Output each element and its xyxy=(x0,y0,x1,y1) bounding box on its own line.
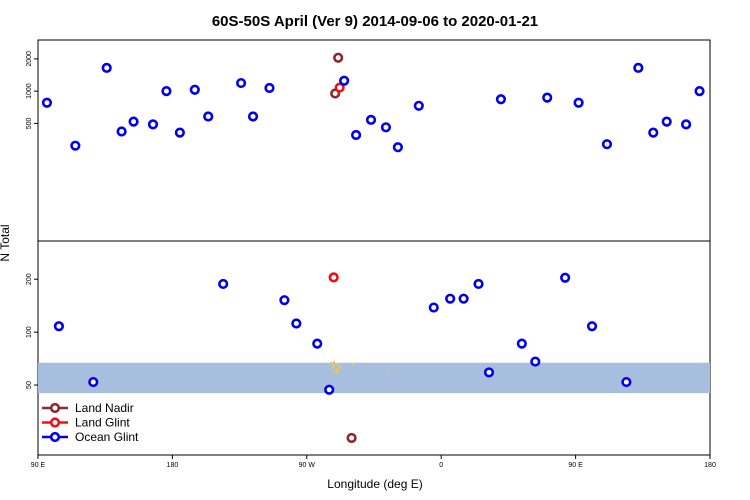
land-fleck xyxy=(333,361,335,363)
x-tick-label: 180 xyxy=(167,462,179,469)
bottom-panel xyxy=(37,240,711,456)
ocean-glint-point xyxy=(189,84,200,95)
y-tick-label: 500 xyxy=(26,117,33,129)
ocean-glint-point xyxy=(53,321,65,332)
legend-marker-land-nadir xyxy=(49,402,61,414)
x-tick-label: 180 xyxy=(704,462,716,469)
land-fleck xyxy=(332,366,334,368)
ocean-glint-point xyxy=(247,111,259,122)
chart-title: 60S-50S April (Ver 9) 2014-09-06 to 2020… xyxy=(212,13,538,30)
y-axis-label: N Total xyxy=(0,224,12,261)
land-nadir-point xyxy=(333,52,344,63)
ocean-glint-point xyxy=(365,114,377,125)
y-tick-label: 200 xyxy=(26,273,33,285)
ocean-glint-point xyxy=(279,295,290,306)
y-tick-label: 100 xyxy=(26,326,33,338)
x-tick-label: 90 E xyxy=(31,462,46,469)
ocean-glint-point xyxy=(694,86,705,97)
ocean-glint-point xyxy=(88,376,99,388)
y-tick-label: 2000 xyxy=(26,51,33,67)
data-points xyxy=(41,52,705,444)
land-fleck xyxy=(331,369,333,371)
ocean-glint-point xyxy=(473,278,484,290)
legend-label-ocean-glint: Ocean Glint xyxy=(75,430,139,444)
ocean-glint-point xyxy=(542,92,553,103)
land-fleck xyxy=(336,372,338,374)
ocean-glint-point xyxy=(483,367,495,378)
ocean-glint-point xyxy=(101,62,112,73)
ocean-glint-point xyxy=(174,127,185,138)
ocean-glint-point xyxy=(264,82,275,94)
land-fleck xyxy=(388,370,390,372)
ocean-glint-point xyxy=(495,94,507,105)
ocean-glint-point xyxy=(601,139,613,150)
x-tick-label: 0 xyxy=(439,462,443,469)
ocean-glint-point xyxy=(516,338,527,349)
y-tick-label: 1000 xyxy=(26,83,33,99)
ocean-glint-point xyxy=(339,75,350,86)
ocean-glint-point xyxy=(116,126,127,137)
legend-marker-land-glint xyxy=(49,417,61,428)
land-glint-point xyxy=(334,82,345,93)
bottom-panel-border xyxy=(37,240,711,456)
ocean-glint-point xyxy=(128,116,139,127)
land-fleck xyxy=(336,363,338,365)
land-glint-point xyxy=(328,272,339,283)
x-tick-label: 90 E xyxy=(568,462,583,469)
ocean-glint-point xyxy=(203,111,214,122)
land-fleck xyxy=(334,371,336,373)
ocean-glint-point xyxy=(445,293,456,304)
ocean-glint-point xyxy=(380,122,392,133)
ocean-glint-point xyxy=(41,97,53,108)
ocean-glint-point xyxy=(586,321,598,332)
land-fleck xyxy=(337,370,339,372)
ocean-glint-point xyxy=(621,376,632,388)
x-axis-label: Longitude (deg E) xyxy=(327,477,422,491)
ocean-glint-point xyxy=(661,116,672,127)
ocean-glint-point xyxy=(573,97,584,108)
land-fleck xyxy=(352,363,354,365)
ocean-glint-point xyxy=(648,127,659,138)
ocean-glint-point xyxy=(458,293,469,304)
legend-label-land-nadir: Land Nadir xyxy=(75,401,134,415)
x-tick-label: 90 W xyxy=(299,462,316,469)
ocean-glint-point xyxy=(350,129,362,141)
highlight-band xyxy=(38,362,710,394)
legend-label-land-glint: Land Glint xyxy=(75,416,130,430)
land-fleck xyxy=(333,364,335,366)
land-fleck xyxy=(330,362,332,364)
land-flecks xyxy=(330,361,390,374)
land-nadir-point xyxy=(346,432,357,444)
ocean-glint-point xyxy=(312,338,323,349)
ocean-glint-point xyxy=(681,119,692,130)
ocean-glint-point xyxy=(633,62,644,73)
band-rect xyxy=(38,362,710,394)
ocean-glint-point xyxy=(530,356,541,367)
axis-ticks: 90 E 180 90 W 0 90 E 180 500 1000 2000 50 100 200 xyxy=(26,51,716,469)
ocean-glint-point xyxy=(161,86,172,97)
legend-marker-ocean-glint xyxy=(49,431,61,443)
ocean-glint-point xyxy=(413,100,424,111)
land-fleck xyxy=(338,367,340,369)
ocean-glint-point xyxy=(147,119,159,130)
ocean-glint-point xyxy=(392,142,403,153)
ocean-glint-point xyxy=(291,318,302,329)
ocean-glint-point xyxy=(218,278,229,290)
ocean-glint-point xyxy=(428,302,439,313)
land-fleck xyxy=(335,368,337,370)
ocean-glint-point xyxy=(235,77,247,89)
ocean-glint-point xyxy=(324,384,335,395)
ocean-glint-point xyxy=(70,140,81,151)
land-fleck xyxy=(339,365,341,367)
y-tick-label: 50 xyxy=(26,381,33,389)
ocean-glint-point xyxy=(560,272,571,283)
